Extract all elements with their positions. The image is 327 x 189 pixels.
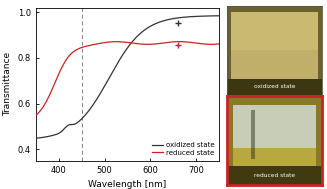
- Bar: [233, 105, 317, 166]
- Legend: oxidized state, reduced state: oxidized state, reduced state: [151, 141, 215, 157]
- Bar: [227, 78, 322, 94]
- Bar: [231, 12, 318, 50]
- Bar: [227, 166, 322, 185]
- X-axis label: Wavelength [nm]: Wavelength [nm]: [88, 180, 167, 189]
- Y-axis label: Transmittance: Transmittance: [3, 52, 12, 116]
- Bar: [251, 110, 255, 159]
- Bar: [231, 12, 318, 78]
- Text: reduced state: reduced state: [254, 173, 295, 178]
- Text: oxidized state: oxidized state: [254, 84, 295, 89]
- Bar: [233, 148, 317, 166]
